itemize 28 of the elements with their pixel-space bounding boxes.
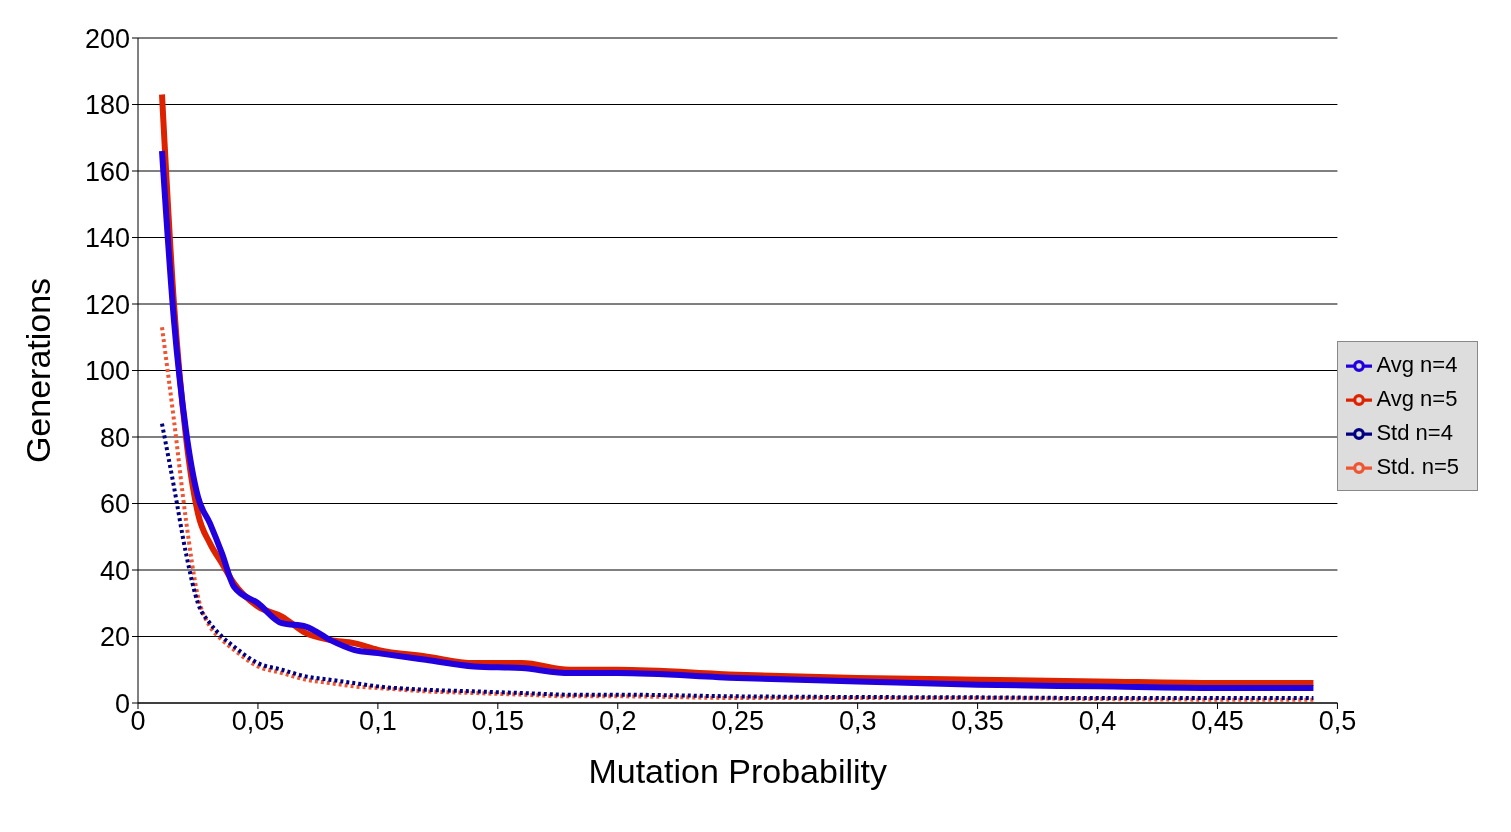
y-tick-label: 160: [84, 156, 130, 187]
legend-label: Avg n=5: [1376, 385, 1458, 411]
legend-label: Std n=4: [1376, 419, 1453, 445]
x-tick-label: 0,4: [1078, 706, 1117, 737]
y-tick-label: 40: [99, 555, 130, 586]
x-tick-label: 0,45: [1191, 706, 1244, 737]
x-tick-label: 0,3: [838, 706, 877, 737]
y-tick-label: 100: [84, 356, 130, 387]
x-axis-title: Mutation Probability: [588, 752, 888, 790]
x-tick-label: 0,2: [599, 706, 637, 737]
x-tick-label: 0,5: [1318, 706, 1357, 737]
x-tick-label: 0,05: [231, 706, 285, 737]
y-axis-title: Generations: [19, 277, 58, 464]
line-series: [159, 325, 1316, 702]
y-tick-label: 200: [84, 23, 130, 54]
legend-label: Std. n=5: [1376, 453, 1459, 479]
y-tick-label: 20: [99, 622, 130, 653]
y-tick-label: 140: [84, 223, 130, 254]
y-tick-label: 180: [84, 90, 130, 121]
y-tick-label: 60: [99, 489, 130, 520]
y-tick-label: 80: [99, 422, 130, 453]
line-series: [159, 421, 1316, 701]
legend-label: Avg n=4: [1376, 351, 1458, 377]
x-tick-label: 0,15: [471, 706, 525, 737]
x-tick-label: 0,35: [951, 706, 1004, 737]
y-tick-label: 120: [84, 289, 130, 320]
x-tick-label: 0,25: [711, 706, 764, 737]
x-tick-label: 0,1: [359, 706, 397, 737]
